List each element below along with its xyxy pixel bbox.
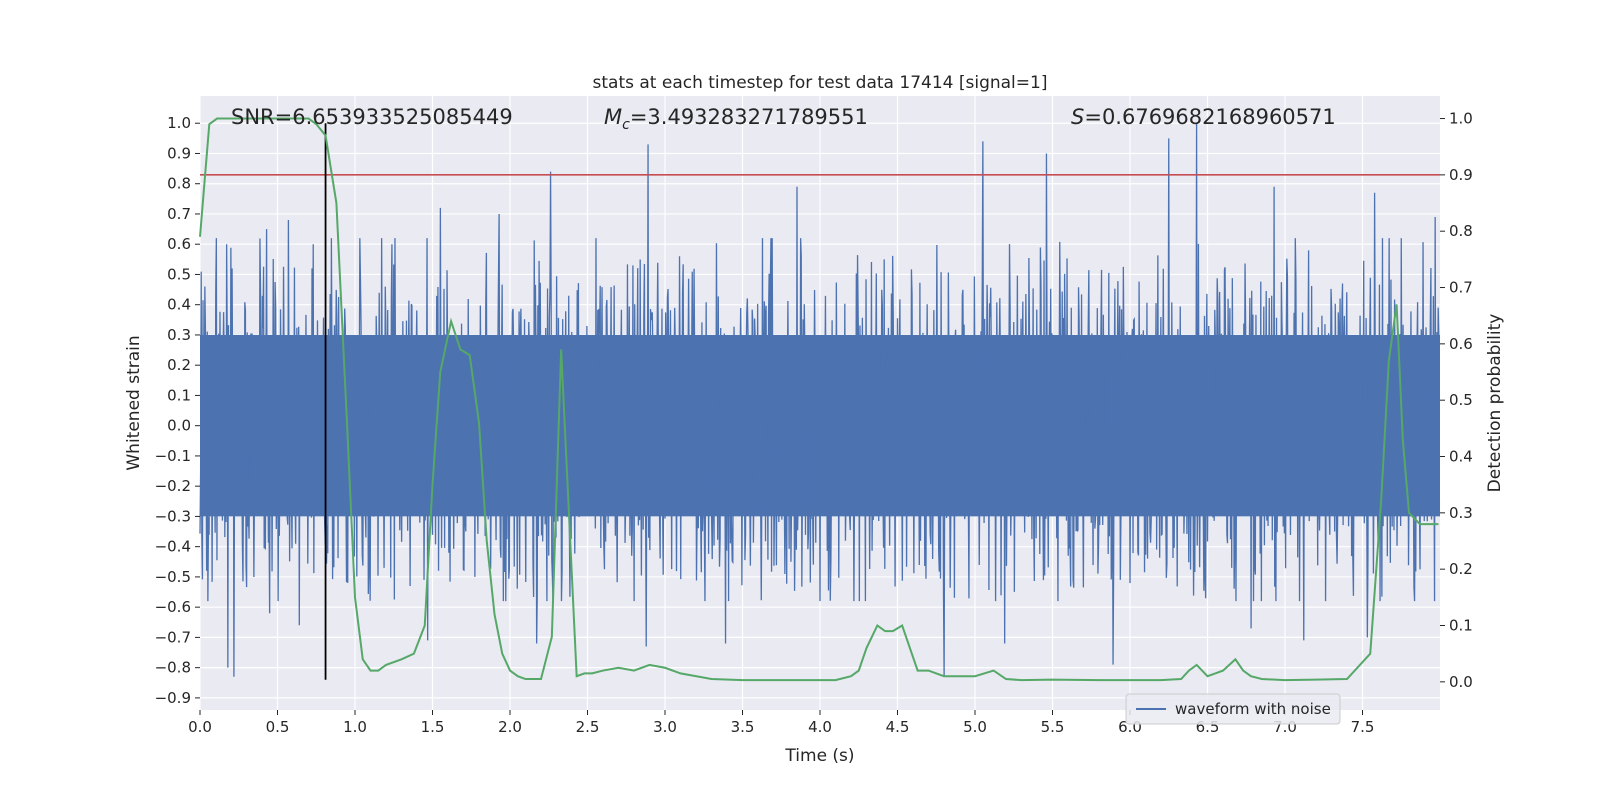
x-tick-label: 0.5 bbox=[266, 718, 290, 736]
y-tick-label: −0.5 bbox=[155, 568, 191, 586]
snr-annotation: SNR=6.653933525085449 bbox=[231, 105, 513, 129]
y-tick-label: −0.7 bbox=[155, 628, 191, 646]
waveform-line bbox=[199, 123, 1441, 677]
y-tick-label: −0.3 bbox=[155, 507, 191, 525]
y-tick-label: 0.1 bbox=[167, 386, 191, 404]
x-tick-label: 4.0 bbox=[808, 718, 832, 736]
x-tick-label: 1.0 bbox=[343, 718, 367, 736]
y-tick-label: 0.5 bbox=[167, 265, 191, 283]
y-right-tick-label: 1.0 bbox=[1449, 110, 1473, 128]
y-tick-label: −0.2 bbox=[155, 477, 191, 495]
legend-label: waveform with noise bbox=[1175, 700, 1331, 718]
y-tick-label: −0.6 bbox=[155, 598, 191, 616]
x-tick-label: 5.0 bbox=[963, 718, 987, 736]
y-tick-label: 0.6 bbox=[167, 235, 191, 253]
x-axis: 0.0 0.5 1.0 1.5 2.0 2.5 3.0 3.5 4.0 4.5 5.0 5.5 6.0 6… bbox=[188, 710, 1374, 736]
chirp-mass-value: =3.493283271789551 bbox=[630, 105, 868, 129]
x-axis-label: Time (s) bbox=[784, 746, 854, 766]
y-tick-label: 0.8 bbox=[167, 175, 191, 193]
detection-probability-line bbox=[199, 117, 1439, 682]
x-tick-label: 2.5 bbox=[576, 718, 600, 736]
y-right-tick-label: 0.7 bbox=[1449, 279, 1473, 297]
overlays bbox=[199, 117, 1440, 682]
y-right-tick-label: 0.4 bbox=[1449, 448, 1473, 466]
y-tick-label: 0.4 bbox=[167, 296, 191, 314]
x-tick-label: 2.0 bbox=[498, 718, 522, 736]
y-right-tick-label: 0.8 bbox=[1449, 222, 1473, 240]
x-tick-label: 3.5 bbox=[731, 718, 755, 736]
score-value: =0.6769682168960571 bbox=[1084, 105, 1335, 129]
y-axis-label-right: Detection probability bbox=[1485, 314, 1505, 493]
chirp-mass-symbol: M bbox=[604, 105, 622, 129]
y-axis-right: 1.0 0.9 0.8 0.7 0.6 0.5 0.4 0.3 0.2 0.1 0.0 bbox=[1440, 110, 1473, 691]
y-axis-label-left: Whitened strain bbox=[124, 335, 144, 470]
y-right-tick-label: 0.0 bbox=[1449, 673, 1473, 691]
y-tick-label: 1.0 bbox=[167, 114, 191, 132]
y-tick-label: 0.0 bbox=[167, 417, 191, 435]
y-right-tick-label: 0.9 bbox=[1449, 166, 1473, 184]
score-symbol: S bbox=[1071, 105, 1084, 129]
chirp-mass-annotation: Mc=3.493283271789551 bbox=[604, 105, 868, 133]
y-right-tick-label: 0.3 bbox=[1449, 504, 1473, 522]
x-tick-label: 0.0 bbox=[188, 718, 212, 736]
y-tick-label: 0.9 bbox=[167, 144, 191, 162]
x-tick-label: 7.5 bbox=[1351, 718, 1375, 736]
y-tick-label: 0.7 bbox=[167, 205, 191, 223]
chirp-mass-subscript: c bbox=[622, 117, 630, 133]
x-tick-label: 5.5 bbox=[1041, 718, 1065, 736]
y-tick-label: −0.4 bbox=[155, 538, 191, 556]
score-annotation: S=0.6769682168960571 bbox=[1071, 105, 1336, 129]
y-right-tick-label: 0.2 bbox=[1449, 560, 1473, 578]
x-tick-label: 3.0 bbox=[653, 718, 677, 736]
x-tick-label: 4.5 bbox=[886, 718, 910, 736]
y-right-tick-label: 0.5 bbox=[1449, 391, 1473, 409]
y-right-tick-label: 0.1 bbox=[1449, 617, 1473, 635]
y-tick-label: −0.9 bbox=[155, 689, 191, 707]
y-tick-label: 0.3 bbox=[167, 326, 191, 344]
y-axis-left: 1.0 0.9 0.8 0.7 0.6 0.5 0.4 0.3 0.2 0.1 0.0 −0.1 −0.… bbox=[155, 114, 200, 707]
waveform-series bbox=[199, 123, 1441, 677]
legend-box bbox=[1125, 693, 1341, 725]
chart-title: stats at each timestep for test data 174… bbox=[593, 73, 1048, 93]
x-tick-label: 1.5 bbox=[421, 718, 445, 736]
y-tick-label: −0.8 bbox=[155, 659, 191, 677]
legend: waveform with noise bbox=[1125, 693, 1341, 725]
y-right-tick-label: 0.6 bbox=[1449, 335, 1473, 353]
y-tick-label: 0.2 bbox=[167, 356, 191, 374]
y-tick-label: −0.1 bbox=[155, 447, 191, 465]
